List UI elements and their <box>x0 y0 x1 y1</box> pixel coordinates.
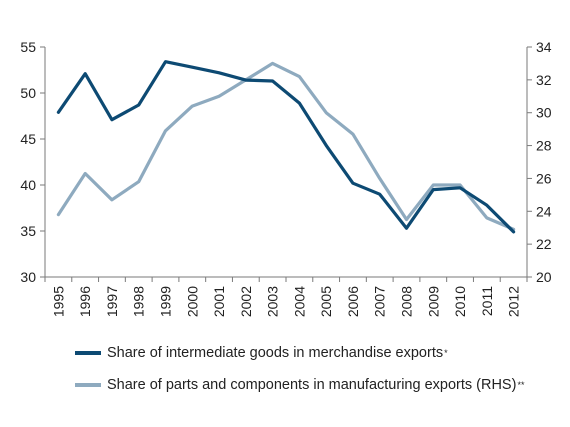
x-tick-label: 2009 <box>425 286 441 317</box>
x-tick-label: 2002 <box>238 286 254 317</box>
legend-label-intermediate-goods: Share of intermediate goods in merchandi… <box>107 345 444 361</box>
x-tick-label: 2012 <box>506 286 522 317</box>
x-tick-label: 2004 <box>291 286 307 317</box>
x-tick-label: 1999 <box>158 286 174 317</box>
series-line-intermediate-goods <box>56 60 516 234</box>
legend-item-parts-components: Share of parts and components in manufac… <box>75 377 524 393</box>
y-left-tick-label: 45 <box>20 131 36 147</box>
x-tick-label: 1995 <box>50 286 66 317</box>
y-right-tick-label: 24 <box>536 203 552 219</box>
x-tick-label: 1997 <box>104 286 120 317</box>
series-line-parts-components <box>56 61 516 231</box>
y-left-tick-label: 35 <box>20 223 36 239</box>
y-left-tick-label: 30 <box>20 269 36 285</box>
y-right-tick-label: 34 <box>536 39 552 55</box>
x-tick-label: 1998 <box>131 286 147 317</box>
y-left-tick-label: 50 <box>20 85 36 101</box>
x-tick-label: 2011 <box>479 286 495 316</box>
y-right-tick-label: 20 <box>536 269 552 285</box>
x-tick-label: 2006 <box>345 286 361 317</box>
legend-marker-parts-components: ** <box>517 380 525 390</box>
x-tick-label: 2010 <box>452 286 468 317</box>
x-tick-label: 2000 <box>184 286 200 317</box>
y-left-tick-label: 40 <box>20 177 36 193</box>
x-tick-label: 2008 <box>399 286 415 317</box>
line-chart: 30 35 40 45 50 55 20 22 24 26 28 30 32 34 1995 1996 1997… <box>20 39 551 317</box>
y-right-tick-label: 30 <box>536 105 552 121</box>
y-left-tick-label: 55 <box>20 39 36 55</box>
x-tick-label: 2003 <box>265 286 281 317</box>
y-right-tick-label: 28 <box>536 138 552 154</box>
chart-axes: 30 35 40 45 50 55 20 22 24 26 28 30 32 34 1995 1996 1997… <box>20 39 551 317</box>
y-right-tick-label: 26 <box>536 170 552 186</box>
y-right-tick-label: 32 <box>536 72 552 88</box>
legend-marker-intermediate-goods: * <box>444 348 448 358</box>
legend-item-intermediate-goods: Share of intermediate goods in merchandi… <box>75 345 448 361</box>
x-tick-label: 2007 <box>372 286 388 317</box>
x-tick-label: 2005 <box>318 286 334 317</box>
legend-swatch-intermediate-goods <box>75 351 101 355</box>
legend-label-parts-components: Share of parts and components in manufac… <box>107 377 517 393</box>
x-tick-label: 2001 <box>211 286 227 317</box>
chart-series <box>56 60 516 234</box>
legend-swatch-parts-components <box>75 383 101 387</box>
x-tick-label: 1996 <box>77 286 93 317</box>
y-right-tick-label: 22 <box>536 236 552 252</box>
